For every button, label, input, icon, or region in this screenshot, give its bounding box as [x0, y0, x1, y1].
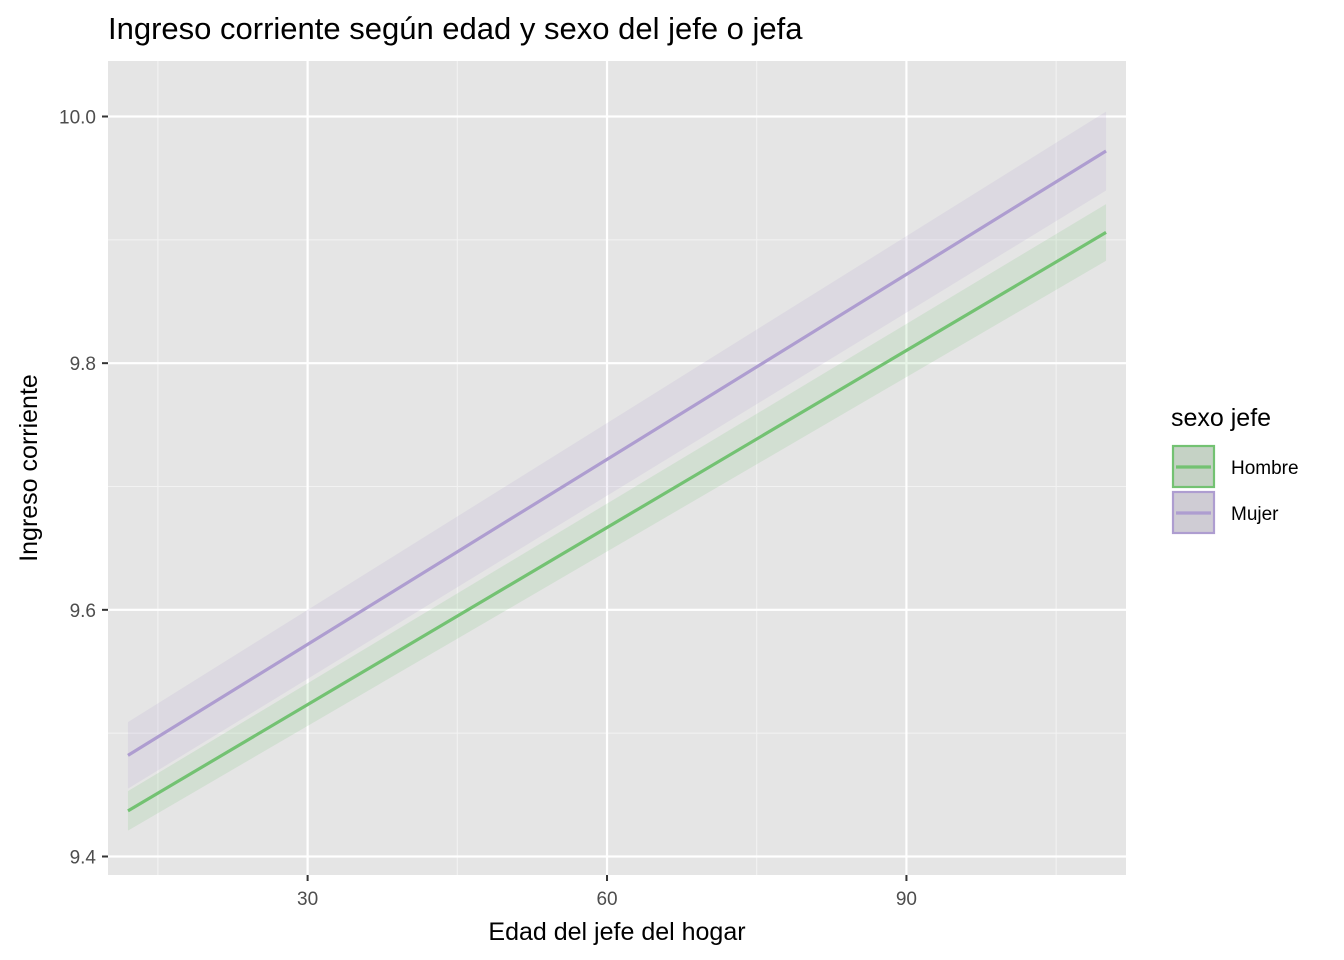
series-lines — [127, 149, 1107, 813]
y-tick-label-0: 9.4 — [70, 848, 97, 869]
ribbon-hombre — [127, 204, 1107, 831]
ribbon-mujer — [127, 111, 1107, 789]
series-line-mujer — [127, 149, 1107, 757]
legend-label-mujer: Mujer — [1231, 504, 1279, 525]
legend-label-hombre: Hombre — [1231, 458, 1299, 479]
series-line-hombre — [127, 231, 1107, 813]
chart-title: Ingreso corriente según edad y sexo del … — [108, 11, 803, 46]
y-axis-title: Ingreso corriente — [15, 374, 43, 562]
legend: sexo jefe Hombre Mujer — [1171, 404, 1299, 535]
y-tick-label-1: 9.6 — [70, 601, 96, 622]
x-tick-label-2: 90 — [896, 889, 917, 910]
confidence-ribbons — [127, 111, 1107, 831]
x-tick-label-1: 60 — [596, 889, 617, 910]
grid-minor — [108, 61, 1126, 875]
plot-panel — [108, 61, 1126, 875]
y-tick-label-2: 9.8 — [70, 354, 96, 375]
legend-title: sexo jefe — [1171, 404, 1271, 432]
grid-major — [108, 61, 1126, 875]
x-tick-label-0: 30 — [297, 889, 318, 910]
y-axis: 9.4 9.6 9.8 10.0 — [59, 108, 108, 869]
x-axis: 30 60 90 — [297, 875, 917, 910]
y-tick-label-3: 10.0 — [59, 108, 96, 129]
x-axis-title: Edad del jefe del hogar — [488, 918, 745, 946]
